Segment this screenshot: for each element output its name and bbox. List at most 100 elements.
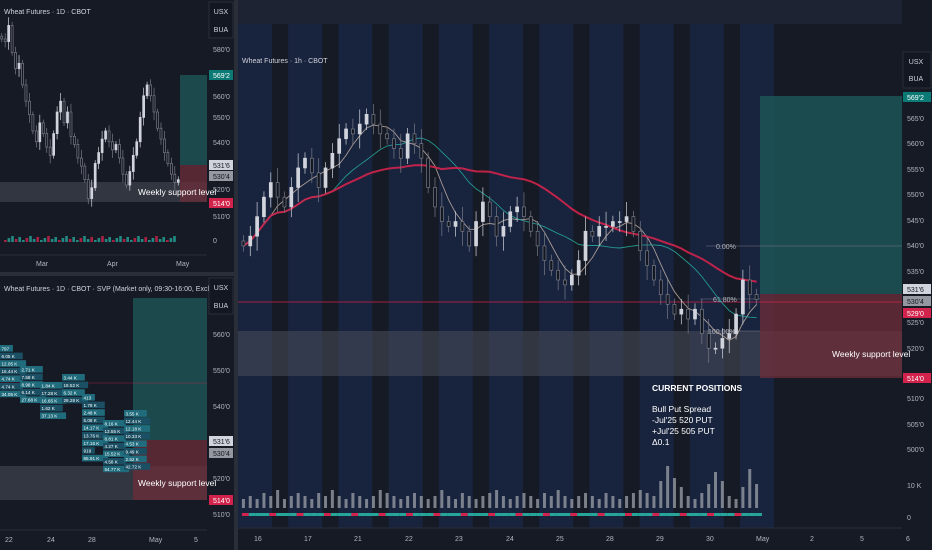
candle-body [138,117,142,143]
volume-bar [638,490,642,508]
profile-value: 6.14 K [22,390,36,395]
profile-cell [103,465,130,473]
volume-bar [714,472,718,508]
profile-value: 12.44 K [126,419,143,424]
moving-averages [242,124,757,341]
daily-candles [0,17,180,207]
candle-body [309,157,314,174]
volume-delta [454,513,461,516]
volume-bar [529,496,533,508]
daily-y-tick: 580'0 [213,47,230,54]
volume-delta [570,513,578,516]
volume-bar [385,493,389,508]
daily-badge-text: 530'4 [213,174,230,181]
profile-cell [40,382,63,389]
volume-bar [351,493,355,508]
daily-volume-bar [140,239,144,242]
volume-delta [289,513,297,516]
svp-badge-last [209,436,233,446]
candle-body [597,226,602,237]
vertical-divider[interactable] [234,0,238,550]
candle-body [128,171,132,186]
candle-body [124,173,128,186]
volume-bar [570,499,574,508]
candle-body [535,230,540,247]
daily-volume-bar [11,236,14,242]
candle-body [556,269,561,281]
main-time-axis[interactable]: 16 17 21 22 23 24 25 28 29 30 May 2 5 6 [254,536,910,543]
volume-bar [727,496,731,508]
candle-body [576,260,581,276]
candle-body [10,25,14,53]
positions-line: +Jul'25 505 PUT [652,426,715,436]
daily-currency-box[interactable] [208,1,234,39]
volume-delta [488,513,496,516]
daily-badge-text: 531'6 [213,163,230,170]
daily-volume-bar [133,238,137,242]
svp-currency-box[interactable] [208,277,234,315]
profile-value: 4.74 K [2,384,16,389]
horizontal-divider[interactable] [0,272,234,276]
candle-body [330,152,335,169]
candle-body [3,38,7,42]
volume-bar [412,493,416,508]
volume-bar [269,496,273,508]
candle-body [73,136,76,145]
main-currency-box[interactable] [902,51,932,89]
volume-delta [666,513,673,516]
volume-bar [652,496,656,508]
candle-body [248,235,253,247]
daily-volume-bar [112,240,115,242]
profile-cell [20,388,43,396]
daily-volume-bar [14,239,18,242]
candle-body [90,187,94,199]
main-x-label: May [756,536,770,543]
candle-body [17,62,21,70]
volume-bar [618,499,622,508]
candle-body [166,152,170,164]
profile-cell [124,417,151,425]
daily-volume-bar [158,239,162,242]
candle-body [24,84,28,102]
profile-value: 1.78 K [84,403,98,408]
profile-cell [103,442,126,450]
volume-bar [577,496,581,508]
profile-value: 8.98 K [22,383,36,388]
daily-y-tick: 560'0 [213,94,230,101]
profile-cell [0,383,23,390]
svp-time-axis[interactable]: 22 24 28 May 5 [5,537,198,544]
volume-delta [604,513,612,516]
daily-time-axis[interactable]: Mar Apr May [36,261,190,268]
volume-delta [679,513,687,516]
volume-bar [392,496,396,508]
volume-bar [447,496,451,508]
volume-bar [748,469,752,508]
volume-bar [631,493,635,508]
profile-cell [103,458,126,465]
volume-delta [536,513,543,516]
svp-price-axis[interactable]: 560'0 550'0 540'0 520'0 510'0 [213,332,230,519]
volume-bar [289,496,293,508]
profile-cell [40,389,67,397]
volume-delta [556,513,564,516]
candle-body [52,133,56,156]
main-price-axis[interactable]: 565'0 560'0 555'0 550'0 545'0 540'0 535'… [907,116,924,522]
profile-cell [82,432,109,439]
candle-body [583,230,588,261]
profile-cell [20,381,43,388]
volume-bar [508,499,512,508]
daily-volume-bar [54,237,57,242]
profile-value: 10.33 K [126,434,143,439]
candle-body [405,133,410,159]
svp-x-label: 24 [47,537,55,544]
daily-price-axis[interactable]: 580'0 560'0 550'0 540'0 520'0 510'0 0 [213,47,230,245]
candle-body [467,230,472,247]
volume-delta [645,513,653,516]
candle-body [364,114,369,125]
volume-delta [262,513,270,516]
main-support-label: Weekly support level [832,349,910,359]
positions-line: Bull Put Spread [652,404,711,414]
candle-body [747,279,752,295]
volume-delta [406,513,413,516]
volume-delta [358,513,366,516]
